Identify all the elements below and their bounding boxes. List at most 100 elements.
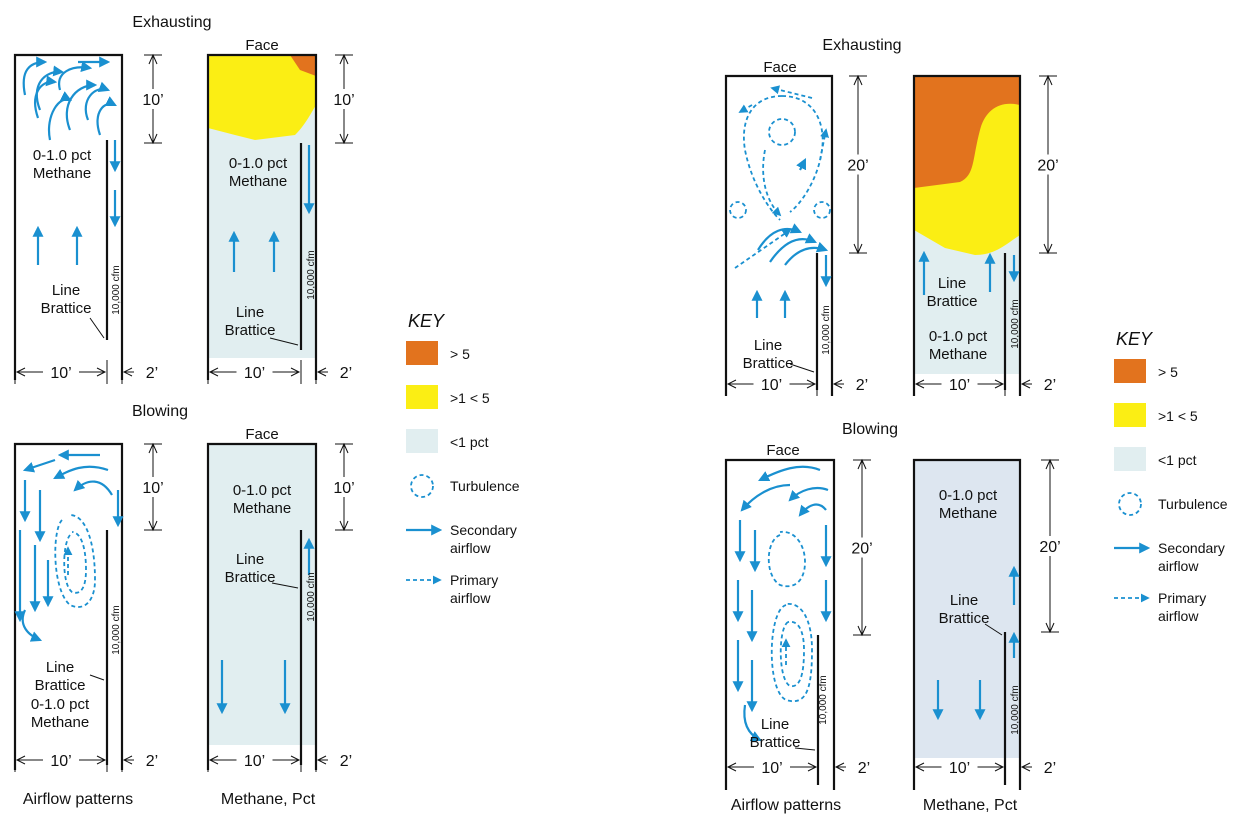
right-blow-airflow-bottom-width-label: 10’ (761, 760, 782, 777)
left-key-label-high: > 5 (450, 346, 470, 362)
swirl-arrow (58, 61, 93, 91)
right-blow-pct-brattice-line2: Brattice (939, 610, 990, 627)
swirl-arrow (758, 465, 821, 481)
right-blow-pct-bottom-width-arrow-right (994, 762, 1005, 772)
left-blow-airflow-bottom-width-label: 10’ (50, 753, 71, 770)
turbulence-loop (63, 531, 87, 594)
right-key-swatch-high (1114, 359, 1146, 383)
left-blow-face-label: Face (245, 426, 278, 443)
swirl-arrow (47, 91, 72, 141)
left-key-label-low: <1 pct (450, 434, 489, 450)
left-blow-pct-line1: 0-1.0 pct (233, 482, 292, 499)
right-blow-cfm: 10,000 cfm (818, 675, 829, 724)
leader (269, 337, 299, 346)
leader (794, 747, 816, 751)
right-blow-brattice-line1: Line (761, 716, 789, 733)
right-exh-pct-bottom-gap-arrow (1020, 379, 1031, 389)
right-exh-depth-dim-label: 20’ (847, 158, 868, 175)
low-methane-zone (208, 444, 316, 745)
left-key-swatch-mid (406, 385, 438, 409)
right-caption-methane: Methane, Pct (923, 797, 1018, 814)
swirl-arrow (22, 56, 48, 96)
leader (789, 363, 815, 373)
left-blow-pct-cfm: 10,000 cfm (306, 572, 317, 621)
right-key-label-mid: >1 < 5 (1158, 408, 1198, 424)
left-exh-pct-depth-dim-label-bg (330, 89, 358, 109)
right-key-label-primary-2: airflow (1158, 608, 1199, 624)
left-exhausting-title: Exhausting (132, 14, 211, 31)
swirl-arrow (740, 483, 791, 512)
right-exh-brattice-line2: Brattice (743, 355, 794, 372)
right-exh-pct-brattice-line2: Brattice (927, 293, 978, 310)
left-exh-pct-brattice-line1: Line (236, 304, 264, 321)
right-blow-pct-line2: Methane (939, 505, 997, 522)
left-blow-pct-bottom-width-arrow-right (290, 755, 301, 765)
right-key-label-turbulence: Turbulence (1158, 496, 1228, 512)
turbulence-loop (743, 95, 783, 221)
right-exh-airflow-bottom-width-arrow-right (806, 379, 817, 389)
left-exh-pct-depth-dim-label: 10’ (333, 92, 354, 109)
left-exh-pct-cfm: 10,000 cfm (306, 250, 317, 299)
left-blow-brattice-line2: Brattice (35, 677, 86, 694)
right-exh-pct-depth-dim-arrow-top (1043, 74, 1053, 86)
left-exh-brattice-line1: Line (52, 282, 80, 299)
right-blow-pct-depth-dim-arrow-top (1045, 458, 1055, 470)
right-blow-airflow-bottom-gap-arrow (834, 762, 845, 772)
left-blow-pct-line2: Methane (233, 500, 291, 517)
swirl-arrow (757, 223, 802, 251)
turbulence-loop (54, 514, 96, 608)
right-exh-pct-line2: Methane (929, 346, 987, 363)
right-exh-depth-dim-label-bg (844, 154, 872, 175)
right-blow-depth-dim-label-bg (848, 537, 876, 558)
swirl-arrow (84, 81, 111, 121)
right-exh-airflow-box (724, 74, 834, 396)
right-blow-methane-box (912, 458, 1022, 790)
left-exh-pct-bottom-width-label: 10’ (244, 365, 265, 382)
left-exh-pct-bottom-width-arrow-left (208, 367, 219, 377)
right-key-swatch-low (1114, 447, 1146, 471)
swirl-arrow (34, 75, 58, 119)
right-blow-pct-depth-dim-arrow-bottom (1045, 622, 1055, 634)
left-blow-pct-depth-dim-label-bg (330, 477, 358, 497)
left-exh-pct-line2: Methane (229, 173, 287, 190)
leader (984, 623, 1003, 636)
leader (89, 674, 105, 681)
primary-airflow-arrow (762, 149, 782, 217)
primary-airflow-arrow (819, 128, 830, 161)
left-blow-pct-depth-dim-label: 10’ (333, 480, 354, 497)
left-blow-methane-line1: 0-1.0 pct (31, 696, 90, 713)
swirl-arrow (784, 241, 829, 266)
right-blow-pct-bottom-gap-label: 2’ (1044, 760, 1056, 777)
left-blow-pct-brattice-line2: Brattice (225, 569, 276, 586)
right-exh-pct-depth-dim-label: 20’ (1037, 158, 1058, 175)
right-key-label-low: <1 pct (1158, 452, 1197, 468)
right-blow-pct-depth-dim-label-bg (1036, 536, 1064, 556)
left-key-label-mid: >1 < 5 (450, 390, 490, 406)
left-blow-pct-bottom-gap-label: 2’ (340, 753, 352, 770)
left-exh-brattice-leader (89, 317, 105, 339)
left-blow-cfm: 10,000 cfm (111, 605, 122, 654)
high-methane-zone (290, 55, 316, 76)
right-blow-pct-line1: 0-1.0 pct (939, 487, 998, 504)
right-exh-pct-depth-dim-arrow-bottom (1043, 243, 1053, 255)
right-key-title: KEY (1116, 329, 1154, 349)
right-blow-pct-brattice-line1: Line (950, 592, 978, 609)
left-exh-methane-line2: Methane (33, 165, 91, 182)
left-exh-methane-line1: 0-1.0 pct (33, 147, 92, 164)
turbulence-loop (781, 95, 824, 213)
swirl-arrow (53, 465, 109, 480)
primary-airflow-arrow (738, 104, 753, 113)
left-blow-pct-bottom-width-arrow-left (208, 755, 219, 765)
swirl-arrow (35, 65, 65, 111)
right-blowing-title: Blowing (842, 421, 898, 438)
swirl-arrow (96, 96, 117, 136)
swirl-arrow (798, 503, 827, 517)
turbulence-icon (729, 201, 747, 219)
left-blow-pct-depth-dim-arrow-top (339, 442, 349, 454)
right-exh-methane-box (912, 74, 1022, 396)
left-blow-airflow-bottom-gap-label: 2’ (146, 753, 158, 770)
left-caption-airflow: Airflow patterns (23, 791, 133, 808)
right-exh-face-label: Face (763, 59, 796, 76)
right-exh-pct-depth-dim-label-bg (1034, 154, 1062, 175)
